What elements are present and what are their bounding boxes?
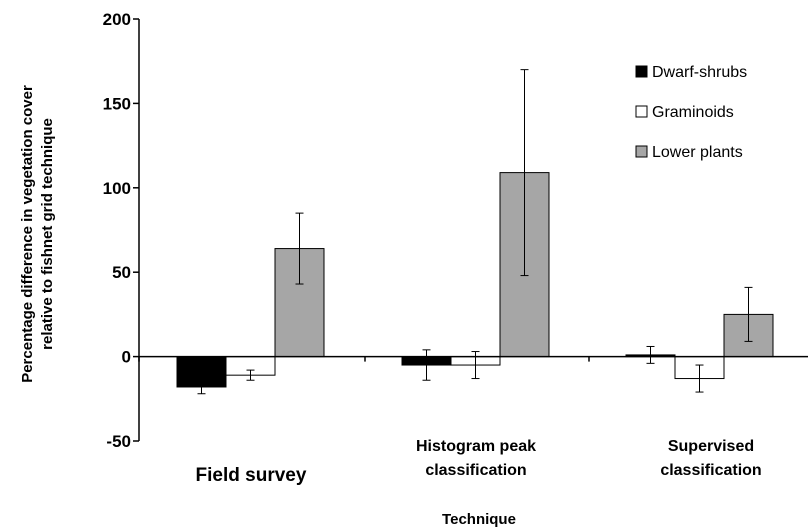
- y-tick-label: -50: [106, 432, 131, 451]
- error-bars: [197, 69, 753, 395]
- y-tick-label: 150: [103, 94, 131, 113]
- x-axis-title: Technique: [442, 511, 516, 528]
- y-tick-label: 100: [103, 179, 131, 198]
- y-tick-label: 200: [103, 10, 131, 29]
- y-axis-title: Percentage difference in vegetation cove…: [19, 85, 56, 383]
- legend-label: Dwarf-shrubs: [652, 64, 747, 81]
- category-label: Supervised: [668, 438, 754, 455]
- category-label: classification: [425, 462, 526, 479]
- y-axis: -50 0 50 100 150 200: [103, 10, 140, 451]
- category-label: Histogram peak: [416, 438, 536, 455]
- y-tick-label: 50: [112, 263, 131, 282]
- legend: Dwarf-shrubs Graminoids Lower plants: [635, 64, 747, 161]
- legend-label: Lower plants: [652, 144, 743, 161]
- legend-swatch: [635, 65, 648, 78]
- y-axis-title-line: Percentage difference in vegetation cove…: [19, 85, 36, 383]
- y-axis-title-line: relative to fishnet grid technique: [39, 118, 56, 350]
- legend-label: Graminoids: [652, 104, 734, 121]
- legend-swatch: [635, 145, 648, 158]
- category-label: Field survey: [196, 465, 307, 486]
- x-axis: [138, 355, 808, 362]
- category-label: classification: [660, 462, 761, 479]
- y-tick-label: 0: [122, 348, 131, 367]
- legend-swatch: [635, 105, 648, 118]
- category-labels: Field survey Histogram peak classification…: [196, 438, 762, 486]
